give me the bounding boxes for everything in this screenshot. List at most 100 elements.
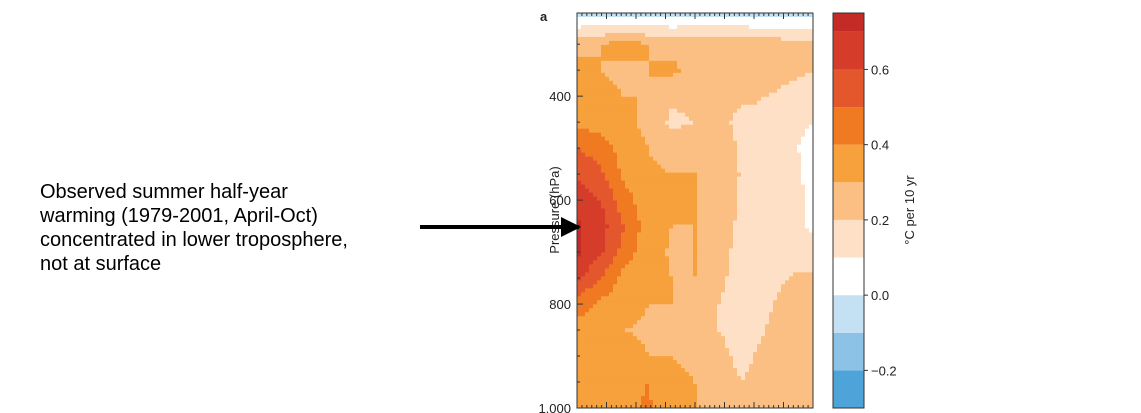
- heatmap-cell: [633, 76, 638, 82]
- heatmap-cell: [789, 136, 794, 142]
- heatmap-cell: [597, 120, 602, 126]
- heatmap-cell: [625, 13, 630, 18]
- heatmap-cell: [789, 148, 794, 154]
- heatmap-cell: [777, 24, 782, 30]
- heatmap-cell: [701, 304, 706, 309]
- heatmap-cell: [661, 140, 666, 146]
- heatmap-cell: [745, 240, 750, 246]
- annotation-line-4: not at surface: [40, 253, 162, 275]
- heatmap-cell: [729, 300, 734, 305]
- heatmap-cell: [653, 124, 658, 130]
- heatmap-cell: [581, 320, 586, 325]
- heatmap-cell: [777, 100, 782, 106]
- heatmap-cell: [781, 276, 786, 281]
- heatmap-cell: [777, 264, 782, 269]
- heatmap-cell: [773, 48, 778, 54]
- heatmap-cell: [713, 40, 718, 46]
- heatmap-cell: [653, 64, 658, 70]
- heatmap-cell: [721, 92, 726, 98]
- heatmap-cell: [725, 184, 730, 190]
- heatmap-cell: [609, 172, 614, 178]
- heatmap-cell: [685, 96, 690, 102]
- heatmap-cell: [753, 336, 758, 341]
- heatmap-cell: [649, 40, 654, 46]
- heatmap-cell: [625, 48, 630, 54]
- heatmap-cell: [605, 48, 610, 54]
- heatmap-cell: [621, 184, 626, 190]
- heatmap-cell: [649, 208, 654, 214]
- heatmap-cell: [785, 128, 790, 134]
- heatmap-cell: [649, 160, 654, 166]
- heatmap-cell: [661, 148, 666, 154]
- heatmap-cell: [625, 264, 630, 269]
- heatmap-cell: [669, 84, 674, 90]
- heatmap-cell: [757, 220, 762, 226]
- heatmap-cell: [805, 204, 810, 210]
- heatmap-cell: [797, 252, 802, 257]
- heatmap-cell: [601, 316, 606, 321]
- heatmap-cell: [781, 288, 786, 293]
- heatmap-cell: [653, 240, 658, 246]
- heatmap-cell: [789, 336, 794, 341]
- heatmap-cell: [673, 164, 678, 170]
- heatmap-cell: [769, 80, 774, 86]
- heatmap-cell: [809, 292, 813, 297]
- heatmap-cell: [629, 260, 634, 265]
- heatmap-cell: [745, 196, 750, 202]
- heatmap-cell: [581, 216, 586, 222]
- heatmap-cell: [781, 252, 786, 257]
- heatmap-cell: [801, 88, 806, 94]
- heatmap-cell: [801, 156, 806, 162]
- heatmap-cell: [697, 256, 702, 261]
- heatmap-cell: [577, 100, 582, 106]
- heatmap-cell: [741, 144, 746, 150]
- heatmap-cell: [605, 124, 610, 130]
- heatmap-cell: [657, 208, 662, 214]
- heatmap-cell: [801, 132, 806, 138]
- heatmap-cell: [677, 16, 682, 22]
- heatmap-cell: [797, 232, 802, 238]
- heatmap-cell: [809, 160, 813, 166]
- heatmap-cell: [689, 336, 694, 341]
- heatmap-cell: [733, 168, 738, 174]
- heatmap-cell: [577, 20, 582, 26]
- heatmap-cell: [797, 192, 802, 198]
- heatmap-cell: [785, 48, 790, 54]
- heatmap-cell: [649, 132, 654, 138]
- heatmap-cell: [661, 188, 666, 194]
- heatmap-cell: [741, 252, 746, 257]
- heatmap-cell: [741, 188, 746, 194]
- heatmap-cell: [741, 80, 746, 86]
- heatmap-cell: [693, 252, 698, 257]
- heatmap-cell: [681, 16, 686, 22]
- heatmap-cell: [809, 132, 813, 138]
- heatmap-cell: [745, 332, 750, 337]
- heatmap-cell: [729, 80, 734, 86]
- heatmap-cell: [757, 328, 762, 333]
- heatmap-cell: [777, 13, 782, 18]
- heatmap-cell: [685, 252, 690, 257]
- heatmap-cell: [657, 240, 662, 246]
- heatmap-cell: [741, 36, 746, 42]
- heatmap-cell: [781, 84, 786, 90]
- heatmap-cell: [641, 336, 646, 341]
- heatmap-cell: [717, 240, 722, 246]
- heatmap-cell: [645, 264, 650, 269]
- heatmap-cell: [693, 148, 698, 154]
- heatmap-cell: [633, 148, 638, 154]
- heatmap-cell: [625, 68, 630, 74]
- heatmap-cell: [729, 48, 734, 54]
- heatmap-cell: [637, 32, 642, 38]
- heatmap-cell: [629, 276, 634, 281]
- heatmap-cell: [665, 288, 670, 293]
- heatmap-cell: [753, 192, 758, 198]
- heatmap-cell: [661, 92, 666, 98]
- heatmap-cell: [745, 312, 750, 317]
- heatmap-cell: [801, 204, 806, 210]
- heatmap-cell: [709, 260, 714, 265]
- heatmap-cell: [749, 108, 754, 114]
- heatmap-cell: [737, 172, 742, 178]
- heatmap-cell: [801, 124, 806, 130]
- heatmap-cell: [601, 52, 606, 58]
- heatmap-cell: [797, 136, 802, 142]
